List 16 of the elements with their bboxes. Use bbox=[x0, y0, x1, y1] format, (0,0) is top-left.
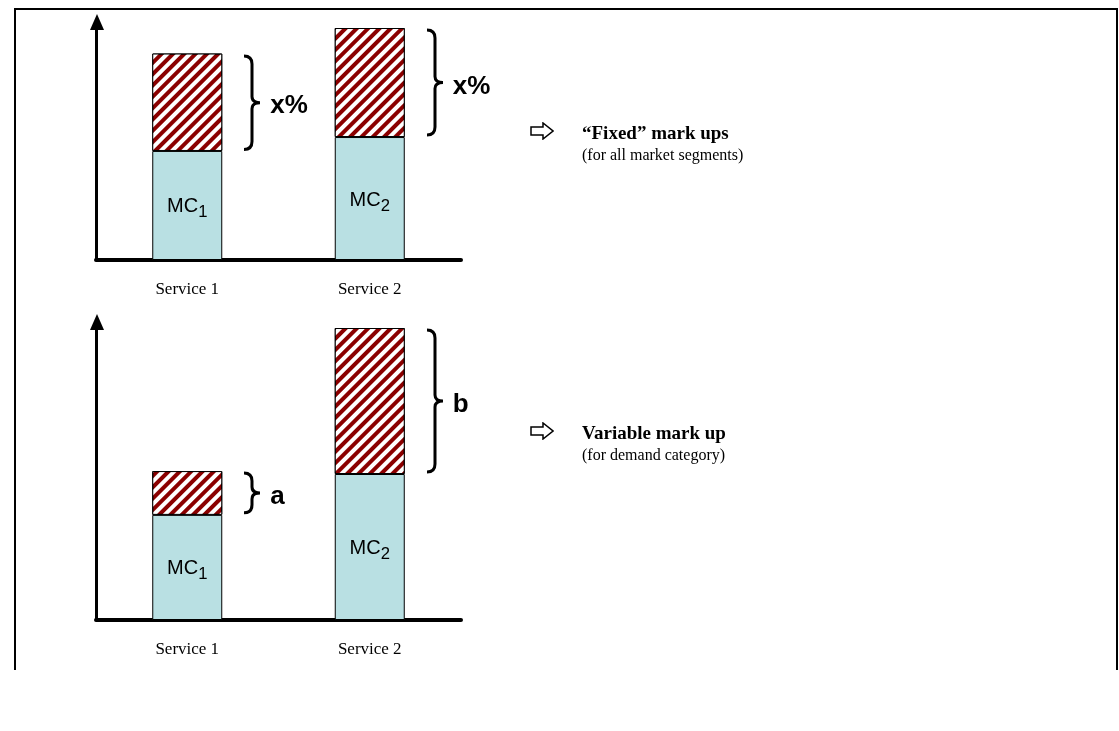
annotation: b bbox=[452, 387, 469, 419]
x-tick-label: Service 1 bbox=[155, 639, 220, 658]
annotation: x% bbox=[270, 88, 308, 121]
annotation: MC$_{1}$ bbox=[166, 555, 209, 586]
annotation: MC$_{2}$ bbox=[348, 186, 391, 217]
text: “Fixed” mark ups bbox=[582, 122, 730, 144]
text: (for all market segments) bbox=[582, 145, 744, 166]
x-tick-label: Service 2 bbox=[337, 279, 402, 298]
x-tick-label: Service 2 bbox=[337, 639, 402, 658]
annotation: MC$_{2}$ bbox=[348, 535, 391, 565]
annotation: MC$_{1}$ bbox=[166, 193, 209, 224]
annotation: a bbox=[270, 478, 285, 511]
text: (for demand category) bbox=[582, 445, 726, 466]
x-tick-label: Service 1 bbox=[155, 279, 220, 298]
annotation: x% bbox=[452, 68, 491, 101]
text: Variable mark up bbox=[582, 422, 726, 444]
